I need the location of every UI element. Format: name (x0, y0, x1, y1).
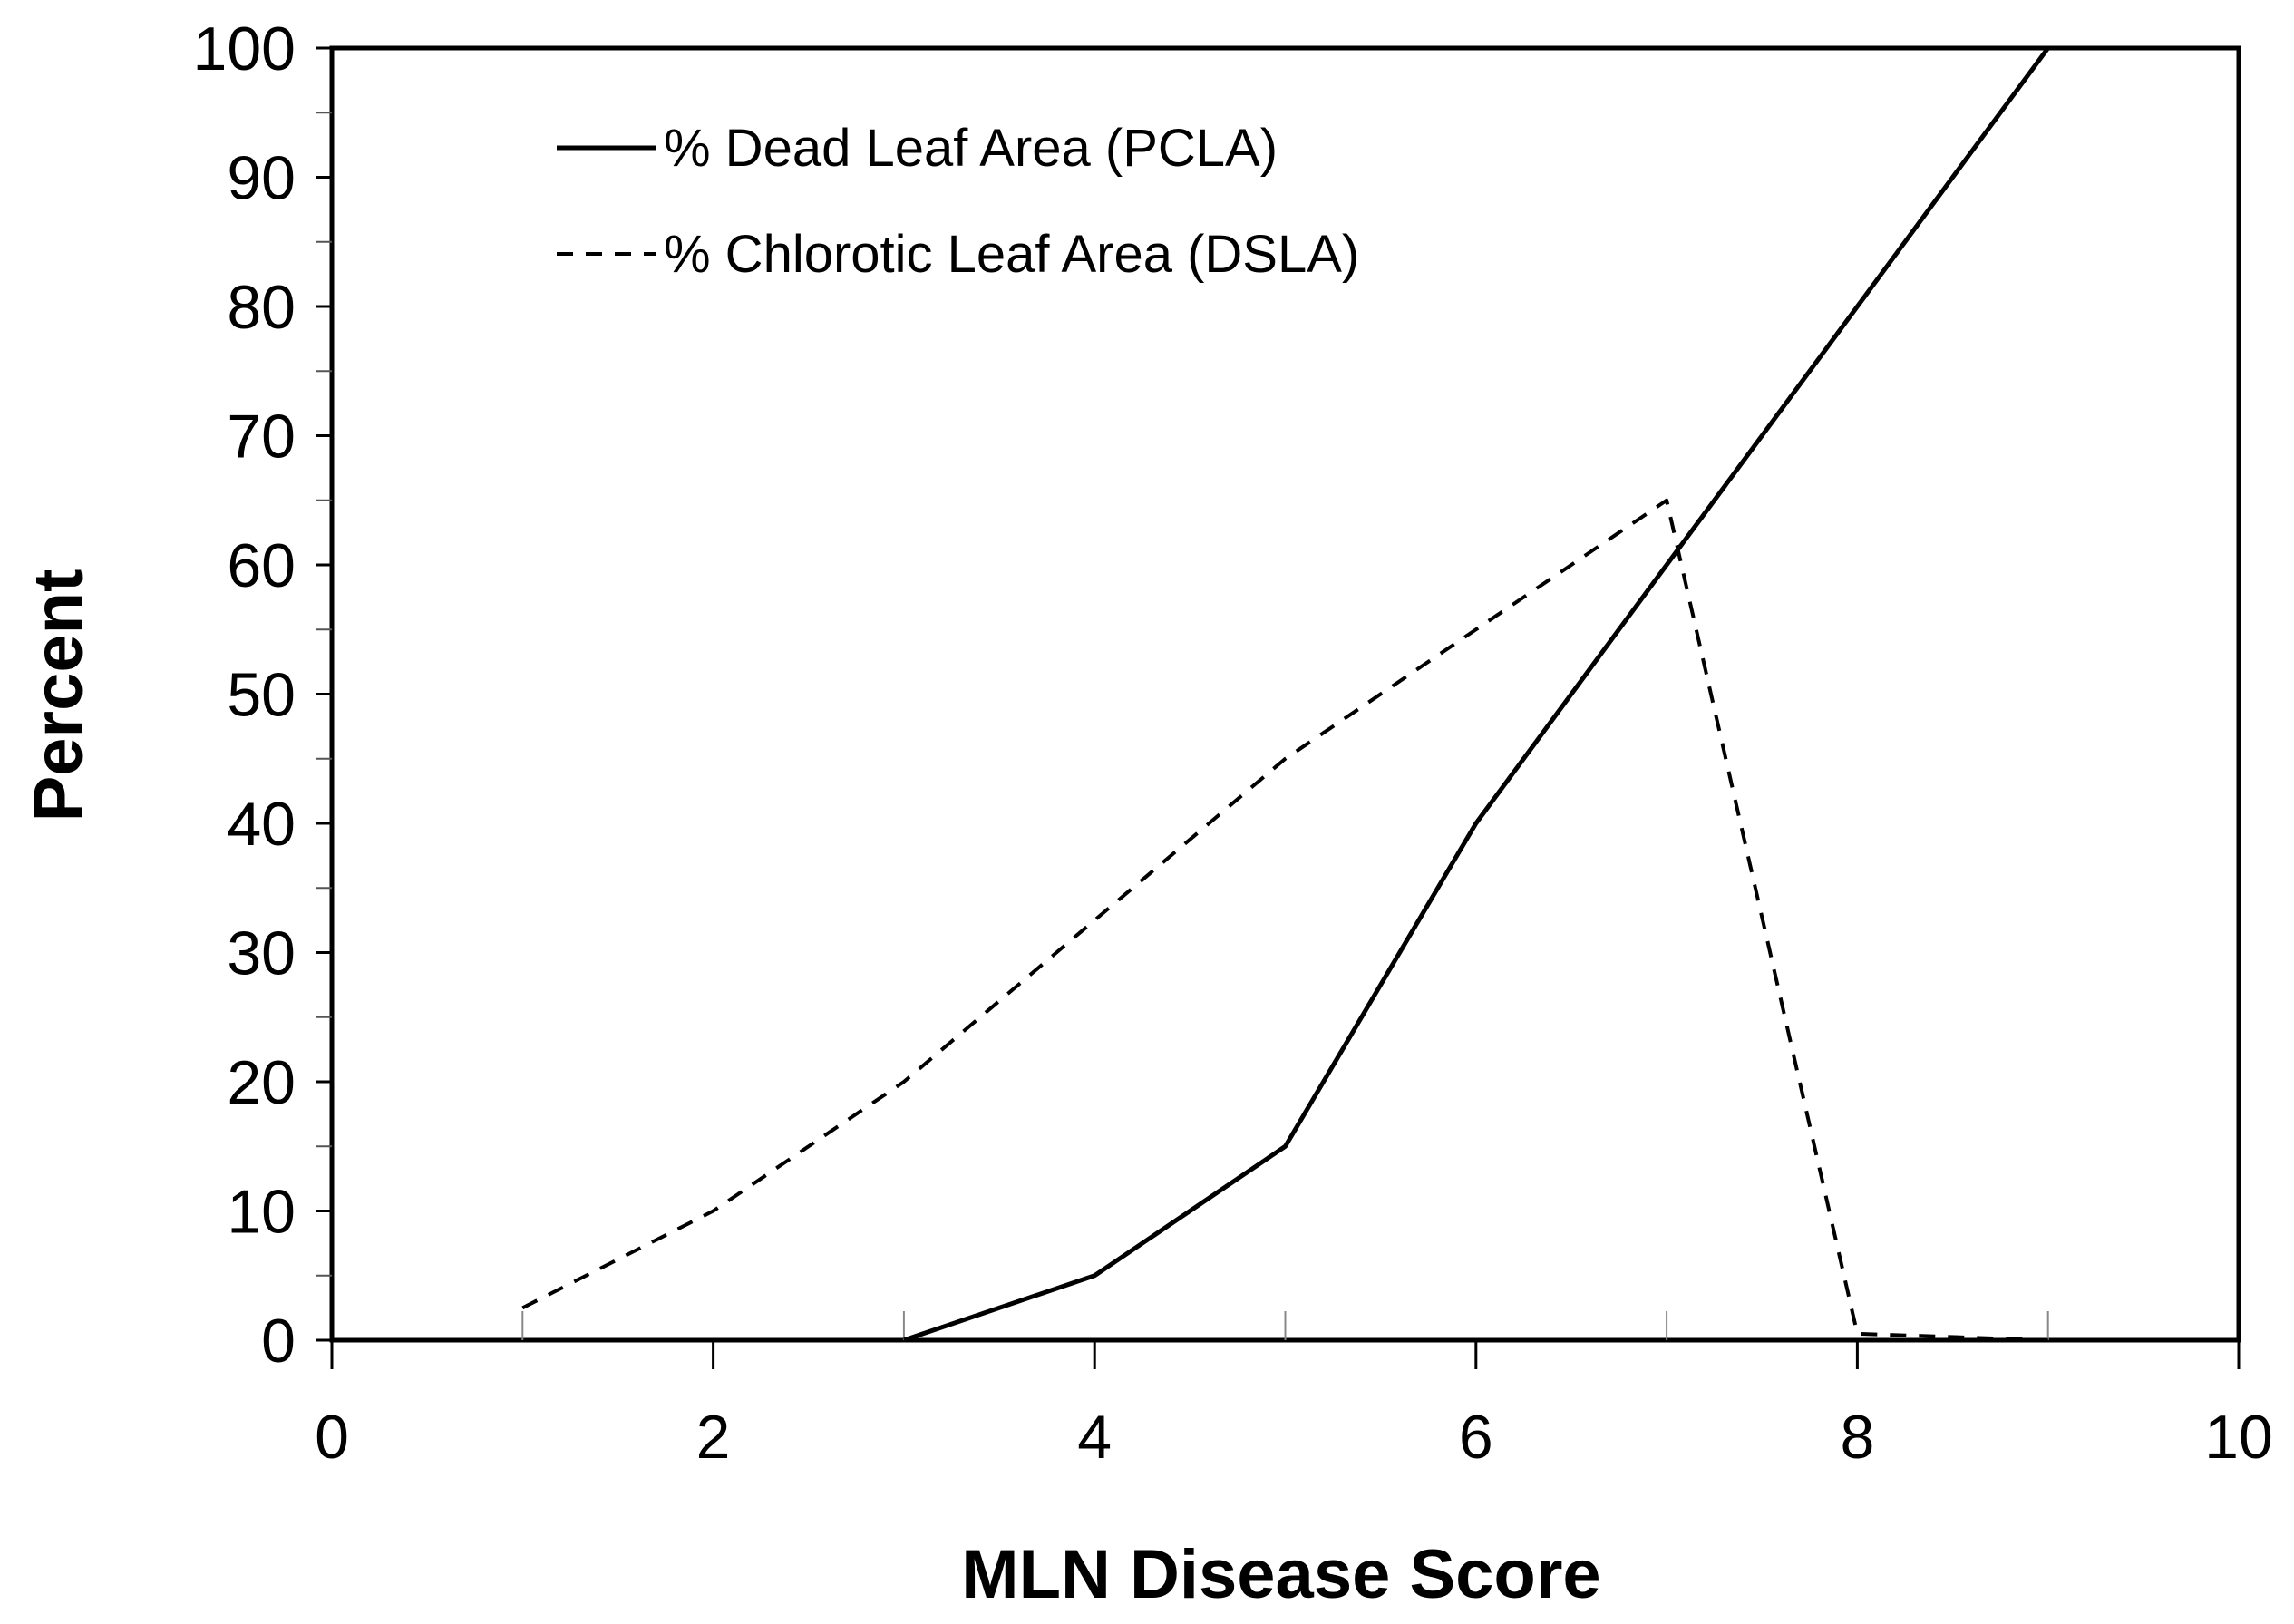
legend-label: % Chlorotic Leaf Area (DSLA) (664, 225, 1359, 284)
y-tick-label: 60 (227, 531, 296, 600)
x-tick-label: 10 (2204, 1403, 2273, 1472)
y-axis-title: Percent (20, 569, 97, 822)
x-tick-label: 0 (315, 1403, 349, 1472)
y-tick-label: 0 (261, 1307, 296, 1376)
x-axis-title: MLN Disease Score (961, 1536, 1600, 1613)
minor-ticks (316, 112, 2049, 1340)
y-tick-label: 50 (227, 661, 296, 730)
x-tick-label: 8 (1840, 1403, 1874, 1472)
major-ticks (316, 46, 2241, 1369)
x-tick-label: 4 (1077, 1403, 1112, 1472)
y-tick-label: 90 (227, 144, 296, 213)
y-tick-label: 20 (227, 1048, 296, 1117)
legend-label: % Dead Leaf Area (PCLA) (664, 119, 1278, 178)
y-tick-label: 80 (227, 273, 296, 342)
y-tick-label: 30 (227, 919, 296, 988)
series-lines (521, 46, 2050, 1343)
y-tick-label: 100 (193, 15, 296, 83)
series-line-dead-leaf-area (903, 46, 2050, 1343)
y-tick-label: 10 (227, 1178, 296, 1247)
y-tick-label: 70 (227, 403, 296, 472)
x-axis-tick-labels: 0 2 4 6 8 10 (315, 1403, 2273, 1472)
x-tick-label: 6 (1459, 1403, 1493, 1472)
y-axis-tick-labels: 0 10 20 30 40 50 60 70 80 90 100 (193, 15, 296, 1376)
y-tick-label: 40 (227, 790, 296, 859)
legend: % Dead Leaf Area (PCLA) % Chlorotic Leaf … (557, 119, 1359, 284)
series-line-chlorotic-leaf-area (521, 498, 2048, 1342)
x-tick-label: 2 (696, 1403, 731, 1472)
